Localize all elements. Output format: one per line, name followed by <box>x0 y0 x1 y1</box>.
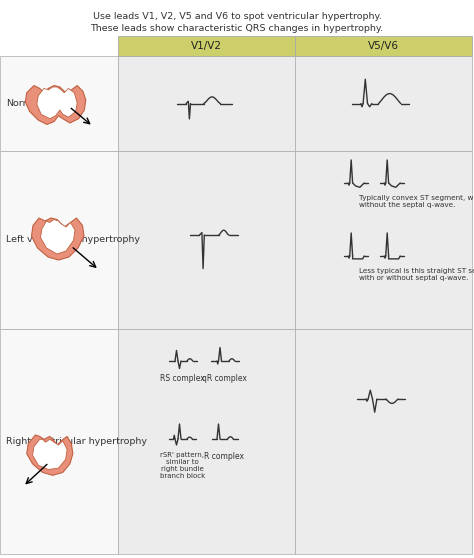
Polygon shape <box>40 219 75 254</box>
Text: Left ventricular hypertrophy: Left ventricular hypertrophy <box>6 235 140 244</box>
Text: V5/V6: V5/V6 <box>368 41 399 51</box>
Text: qR complex: qR complex <box>202 374 247 383</box>
Text: RS complex: RS complex <box>160 374 205 383</box>
Text: V1/V2: V1/V2 <box>191 41 222 51</box>
Bar <box>295 151 472 329</box>
Bar <box>118 36 295 56</box>
Text: Right ventricular hypertrophy: Right ventricular hypertrophy <box>6 437 147 446</box>
Polygon shape <box>31 218 84 260</box>
Text: Typically convex ST segment, with or
without the septal q-wave.: Typically convex ST segment, with or wit… <box>359 195 474 208</box>
Bar <box>295 36 472 56</box>
Text: rSR' pattern,
similar to
right bundle
branch block: rSR' pattern, similar to right bundle br… <box>160 452 205 479</box>
Bar <box>0 56 118 151</box>
Bar <box>0 151 118 329</box>
Polygon shape <box>27 435 73 475</box>
Text: R complex: R complex <box>204 452 245 461</box>
Bar <box>0 329 118 554</box>
Polygon shape <box>25 85 86 124</box>
Polygon shape <box>37 87 77 119</box>
Bar <box>118 329 295 554</box>
Bar <box>295 329 472 554</box>
Text: Normal: Normal <box>6 99 40 108</box>
Bar <box>295 56 472 151</box>
Text: Less typical is this straight ST segment,
with or without septal q-wave.: Less typical is this straight ST segment… <box>359 268 474 281</box>
Bar <box>118 151 295 329</box>
Text: These leads show characteristic QRS changes in hypertrophy.: These leads show characteristic QRS chan… <box>91 24 383 33</box>
Bar <box>118 56 295 151</box>
Text: Use leads V1, V2, V5 and V6 to spot ventricular hypertrophy.: Use leads V1, V2, V5 and V6 to spot vent… <box>92 12 382 21</box>
Polygon shape <box>33 439 67 469</box>
